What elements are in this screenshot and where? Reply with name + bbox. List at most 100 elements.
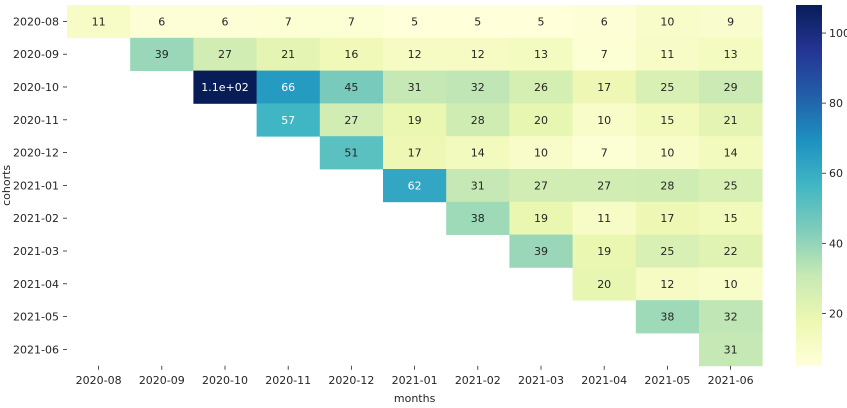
- cell-value-label: 15: [660, 114, 674, 127]
- cell-value-label: 10: [597, 114, 611, 127]
- heatmap-cell: [446, 5, 510, 39]
- heatmap-cell: [509, 234, 573, 268]
- heatmap-cell: [383, 103, 447, 137]
- cell-value-label: 11: [597, 212, 611, 225]
- heatmap-cell: [319, 37, 384, 71]
- heatmap-cell: [509, 70, 573, 104]
- heatmap-cell: [572, 103, 637, 137]
- cell-value-label: 12: [408, 48, 422, 61]
- heatmap-cell: [635, 234, 700, 268]
- heatmap-cell: [193, 5, 257, 39]
- cell-value-label: 39: [155, 48, 169, 61]
- cell-value-label: 32: [471, 81, 485, 94]
- cell-value-label: 21: [724, 114, 738, 127]
- heatmap-cell: [383, 169, 447, 203]
- cell-value-label: 21: [281, 48, 295, 61]
- cell-value-label: 51: [344, 147, 358, 160]
- heatmap-cell: [383, 37, 447, 71]
- colorbar-tick-label: 60: [829, 167, 843, 180]
- cell-value-label: 7: [601, 48, 608, 61]
- colorbar-tick-label: 100: [829, 27, 847, 40]
- heatmap-cell: [509, 37, 573, 71]
- x-tick-label: 2020-12: [328, 374, 374, 387]
- cell-value-label: 22: [724, 245, 738, 258]
- cell-value-label: 32: [724, 311, 738, 324]
- heatmap-cell: [635, 169, 700, 203]
- heatmap-cell: [572, 267, 637, 301]
- heatmap-cell: [130, 37, 194, 71]
- heatmap-cell: [193, 70, 257, 104]
- heatmap-cell: [635, 103, 700, 137]
- heatmap-cell: [635, 201, 700, 235]
- x-tick-label: 2020-10: [202, 374, 248, 387]
- cell-value-label: 9: [727, 15, 734, 28]
- heatmap-cell: [446, 70, 510, 104]
- y-tick-label: 2020-08: [13, 15, 59, 28]
- y-axis-title: cohorts: [0, 165, 13, 206]
- cell-value-label: 20: [597, 278, 611, 291]
- cell-value-label: 13: [534, 48, 548, 61]
- cell-value-label: 25: [724, 179, 738, 192]
- cell-value-label: 6: [158, 15, 165, 28]
- heatmap-cell: [572, 234, 637, 268]
- cell-value-label: 28: [471, 114, 485, 127]
- cell-value-label: 25: [660, 245, 674, 258]
- heatmap-cell: [383, 5, 447, 39]
- cell-value-label: 27: [597, 179, 611, 192]
- cell-value-label: 12: [660, 278, 674, 291]
- cell-value-label: 1.1e+02: [201, 81, 248, 94]
- heatmap-cell: [256, 70, 321, 104]
- heatmap-cell: [256, 103, 321, 137]
- x-tick-label: 2020-11: [265, 374, 311, 387]
- cell-value-label: 27: [344, 114, 358, 127]
- cell-value-label: 6: [222, 15, 229, 28]
- cell-value-label: 27: [218, 48, 232, 61]
- y-tick-label: 2021-06: [13, 343, 59, 356]
- cell-value-label: 26: [534, 81, 548, 94]
- cell-value-label: 10: [724, 278, 738, 291]
- cell-value-label: 27: [534, 179, 548, 192]
- heatmap-cell: [699, 5, 763, 39]
- heatmap-cell: [699, 267, 763, 301]
- cell-value-label: 19: [597, 245, 611, 258]
- cell-value-label: 5: [474, 15, 481, 28]
- heatmap-cell: [635, 136, 700, 170]
- heatmap-cell: [509, 201, 573, 235]
- heatmap-cell: [635, 267, 700, 301]
- cell-value-label: 19: [534, 212, 548, 225]
- colorbar-gradient: [796, 5, 822, 366]
- heatmap-cell: [67, 5, 131, 39]
- heatmap-cell: [446, 136, 510, 170]
- cell-value-label: 20: [534, 114, 548, 127]
- cell-value-label: 45: [344, 81, 358, 94]
- heatmap-cell: [699, 37, 763, 71]
- heatmap-cell: [319, 70, 384, 104]
- y-tick-label: 2020-09: [13, 48, 59, 61]
- cell-value-label: 12: [471, 48, 485, 61]
- heatmap-cell: [193, 37, 257, 71]
- heatmap-cell: [635, 70, 700, 104]
- cell-value-label: 5: [411, 15, 418, 28]
- y-tick-label: 2021-03: [13, 245, 59, 258]
- heatmap-cell: [446, 37, 510, 71]
- heatmap-cell: [446, 169, 510, 203]
- cell-value-label: 38: [471, 212, 485, 225]
- heatmap-cell: [319, 103, 384, 137]
- cell-value-label: 11: [660, 48, 674, 61]
- heatmap-cell: [699, 300, 763, 334]
- cell-value-label: 7: [285, 15, 292, 28]
- heatmap-cell: [635, 300, 700, 334]
- cell-value-label: 6: [601, 15, 608, 28]
- heatmap-cell: [572, 5, 637, 39]
- cell-value-label: 10: [660, 147, 674, 160]
- x-tick-label: 2021-01: [392, 374, 438, 387]
- cell-value-label: 13: [724, 48, 738, 61]
- cell-value-label: 25: [660, 81, 674, 94]
- heatmap-cell: [509, 5, 573, 39]
- colorbar-tick-label: 20: [829, 307, 843, 320]
- x-tick-label: 2021-02: [455, 374, 501, 387]
- cell-value-label: 62: [408, 179, 422, 192]
- y-tick-label: 2020-12: [13, 147, 59, 160]
- cell-value-label: 19: [408, 114, 422, 127]
- heatmap-cell: [256, 5, 321, 39]
